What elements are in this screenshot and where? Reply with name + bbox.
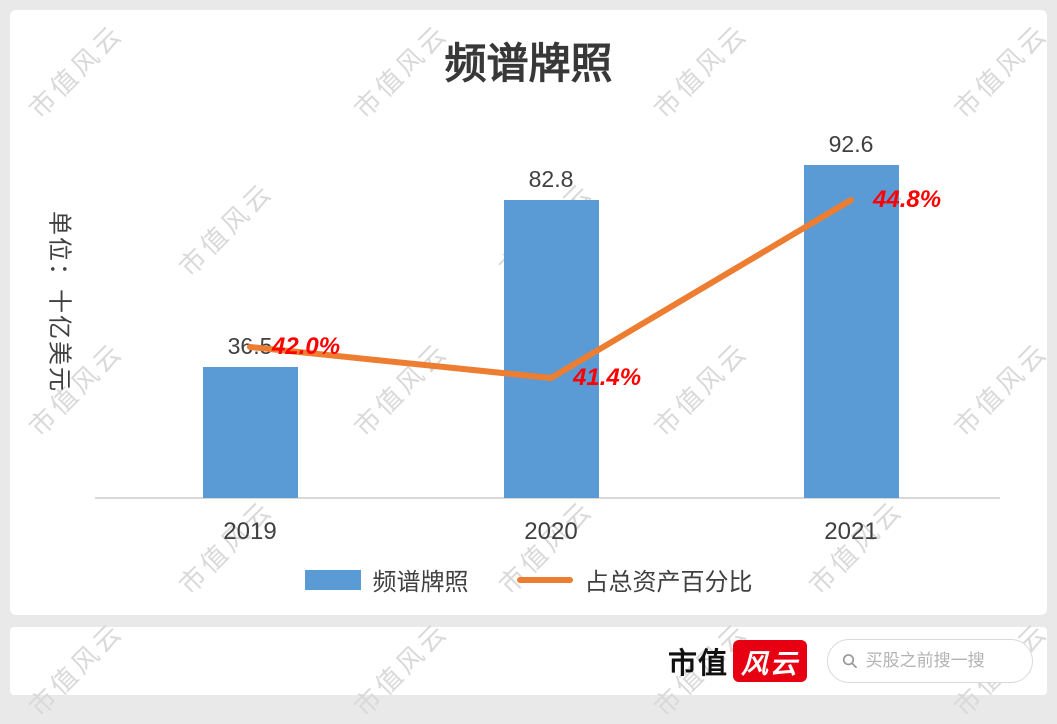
chart-content: 频谱牌照 单位：十亿美元 36.5 82.8 92.6 42.0% 41.4% … [10, 10, 1047, 615]
bar-2019 [202, 367, 298, 498]
legend-line-label: 占总资产百分比 [584, 569, 753, 596]
x-axis-tick-2019: 2019 [223, 518, 277, 545]
footer-inner: 市值 风云 [10, 627, 1047, 695]
page: 频谱牌照 单位：十亿美元 36.5 82.8 92.6 42.0% 41.4% … [10, 10, 1054, 722]
line-value-label: 44.8% [873, 186, 942, 213]
line-value-label: 41.4% [573, 364, 642, 391]
bar-value-label: 92.6 [828, 131, 874, 157]
footer: 市值 风云 [10, 627, 1047, 695]
x-axis-tick-2020: 2020 [524, 518, 578, 545]
chart-card: 频谱牌照 单位：十亿美元 36.5 82.8 92.6 42.0% 41.4% … [10, 10, 1047, 615]
brand-logo: 市值 风云 [668, 640, 807, 682]
logo-text: 市值 [667, 648, 728, 680]
search-icon [842, 654, 857, 669]
line-series [247, 197, 854, 381]
legend-line-swatch [516, 576, 573, 583]
bar-2020 [503, 200, 599, 498]
line-value-label: 42.0% [272, 333, 341, 360]
bar-value-label: 82.8 [528, 166, 574, 192]
logo-badge: 风云 [733, 640, 807, 682]
legend-bar-label: 频谱牌照 [372, 569, 469, 596]
legend: 频谱牌照 占总资产百分比 [10, 562, 1047, 597]
search-box[interactable] [827, 639, 1033, 683]
x-axis-line [95, 497, 1000, 499]
search-input[interactable] [865, 651, 1018, 671]
chart-title: 频谱牌照 [444, 40, 613, 87]
legend-bar-swatch [304, 569, 361, 590]
x-axis-tick-2021: 2021 [824, 518, 878, 545]
